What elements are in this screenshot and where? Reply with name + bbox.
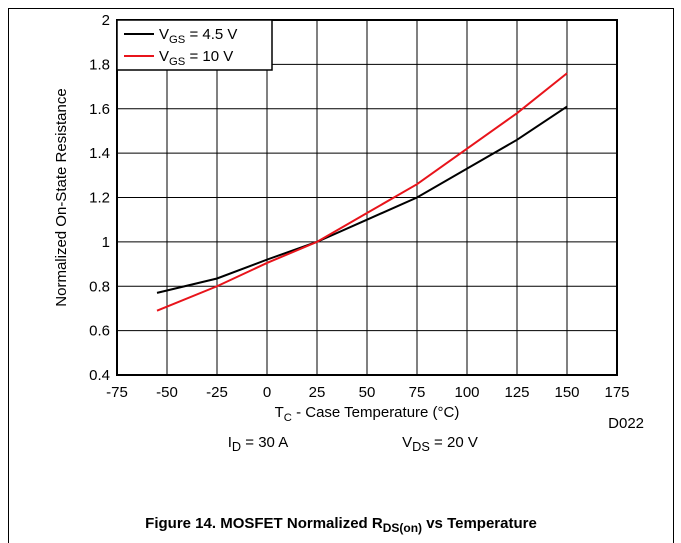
y-tick-label: 1.2 — [89, 190, 110, 207]
annotation-part: = 20 V — [430, 434, 478, 451]
caption-part: vs Temperature — [422, 515, 537, 532]
code-label: D022 — [608, 415, 644, 432]
x-axis-label-part: - Case Temperature (°C) — [292, 404, 459, 421]
x-tick-label: -25 — [206, 384, 228, 401]
x-tick-label: 125 — [504, 384, 529, 401]
legend-label-part: GS — [169, 34, 185, 46]
y-axis-label: Normalized On-State Resistance — [53, 88, 70, 306]
caption: Figure 14. MOSFET Normalized RDS(on) vs … — [145, 515, 537, 535]
x-tick-label: 50 — [359, 384, 376, 401]
x-axis-label: TC - Case Temperature (°C) — [275, 404, 460, 424]
y-tick-label: 2 — [102, 12, 110, 29]
legend-label-part: = 4.5 V — [185, 26, 237, 43]
y-tick-label: 0.6 — [89, 323, 110, 340]
x-tick-label: -75 — [106, 384, 128, 401]
legend-label-part: = 10 V — [185, 48, 233, 65]
y-tick-label: 0.4 — [89, 367, 110, 384]
x-tick-label: -50 — [156, 384, 178, 401]
legend-box — [116, 19, 273, 71]
y-tick-label: 1.6 — [89, 101, 110, 118]
series-line — [156, 105, 568, 294]
y-tick-label: 1.8 — [89, 56, 110, 73]
x-tick-label: 150 — [554, 384, 579, 401]
x-axis-label-part: C — [284, 412, 292, 424]
legend-label-part: V — [159, 48, 169, 65]
annotation-part: DS — [412, 439, 430, 454]
annotation-part: = 30 A — [241, 434, 288, 451]
legend-label-part: V — [159, 26, 169, 43]
annotation-part: I — [228, 434, 232, 451]
annotation-part: V — [402, 434, 412, 451]
y-tick-label: 1 — [102, 234, 110, 251]
x-tick-label: 175 — [604, 384, 629, 401]
y-tick-label: 0.8 — [89, 278, 110, 295]
legend-label-part: GS — [169, 56, 185, 68]
plot-border — [116, 19, 618, 376]
annotation-part: D — [232, 439, 241, 454]
annotation: ID = 30 A — [228, 434, 289, 454]
series-line — [156, 72, 568, 312]
legend-label: VGS = 4.5 V — [159, 26, 237, 46]
annotation: VDS = 20 V — [402, 434, 478, 454]
x-tick-label: 75 — [409, 384, 426, 401]
y-tick-label: 1.4 — [89, 145, 110, 162]
x-tick-label: 100 — [454, 384, 479, 401]
caption-part: DS(on) — [383, 521, 422, 535]
x-axis-label-part: T — [275, 404, 284, 421]
x-tick-label: 25 — [309, 384, 326, 401]
x-tick-label: 0 — [263, 384, 271, 401]
caption-part: Figure 14. MOSFET Normalized R — [145, 515, 383, 532]
legend-label: VGS = 10 V — [159, 48, 233, 68]
